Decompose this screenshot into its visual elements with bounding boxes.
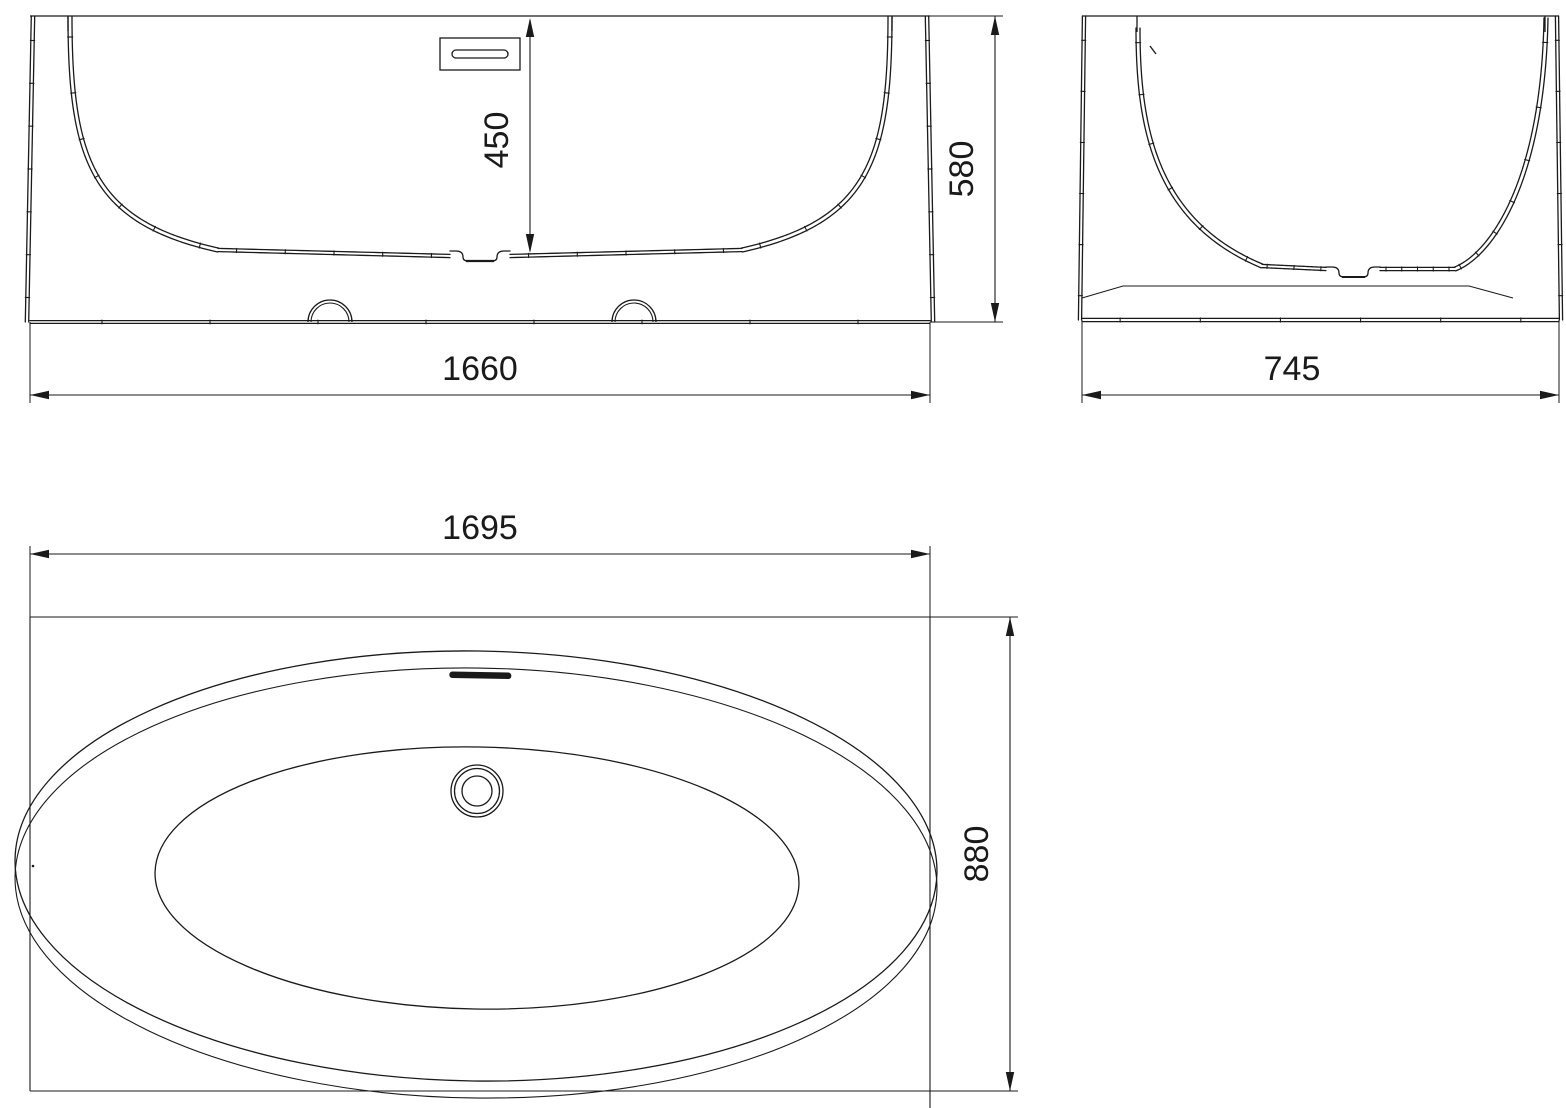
svg-text:880: 880 <box>958 826 996 883</box>
svg-text:745: 745 <box>1264 350 1321 388</box>
svg-text:450: 450 <box>478 112 516 169</box>
svg-text:580: 580 <box>943 141 981 198</box>
svg-text:1695: 1695 <box>442 509 518 547</box>
svg-text:1660: 1660 <box>442 350 518 388</box>
